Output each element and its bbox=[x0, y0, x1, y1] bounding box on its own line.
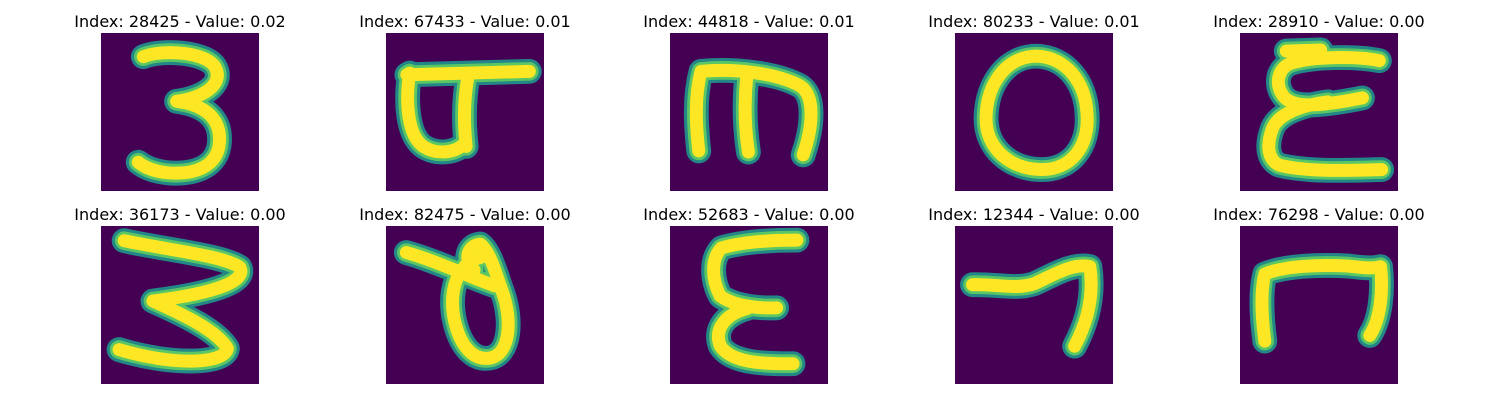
sample-panel-4: Index: 80233 - Value: 0.01 bbox=[894, 8, 1174, 198]
sample-panel-7: Index: 82475 - Value: 0.00 bbox=[325, 201, 605, 391]
digit-image-flag bbox=[386, 33, 544, 191]
panel-title: Index: 28425 - Value: 0.02 bbox=[74, 12, 286, 31]
digit-image-three bbox=[101, 33, 259, 191]
digit-image-loop bbox=[386, 226, 544, 384]
panel-title: Index: 28910 - Value: 0.00 bbox=[1213, 12, 1425, 31]
sample-panel-9: Index: 12344 - Value: 0.00 bbox=[894, 201, 1174, 391]
digit-image-three-wide bbox=[101, 226, 259, 384]
sample-panel-8: Index: 52683 - Value: 0.00 bbox=[609, 201, 889, 391]
digit-image-m-shape bbox=[670, 33, 828, 191]
panel-title: Index: 12344 - Value: 0.00 bbox=[928, 205, 1140, 224]
sample-panel-5: Index: 28910 - Value: 0.00 bbox=[1179, 8, 1459, 198]
sample-panel-2: Index: 67433 - Value: 0.01 bbox=[325, 8, 605, 198]
digit-image-epsilon bbox=[1240, 33, 1398, 191]
digit-image-seven bbox=[955, 226, 1113, 384]
panel-title: Index: 67433 - Value: 0.01 bbox=[359, 12, 571, 31]
sample-panel-1: Index: 28425 - Value: 0.02 bbox=[40, 8, 320, 198]
digit-image-n-shape bbox=[1240, 226, 1398, 384]
panel-title: Index: 76298 - Value: 0.00 bbox=[1213, 205, 1425, 224]
sample-panel-10: Index: 76298 - Value: 0.00 bbox=[1179, 201, 1459, 391]
sample-panel-6: Index: 36173 - Value: 0.00 bbox=[40, 201, 320, 391]
panel-title: Index: 82475 - Value: 0.00 bbox=[359, 205, 571, 224]
panel-title: Index: 52683 - Value: 0.00 bbox=[643, 205, 855, 224]
digit-image-zero bbox=[955, 33, 1113, 191]
digit-image-epsilon-tall bbox=[670, 226, 828, 384]
panel-title: Index: 36173 - Value: 0.00 bbox=[74, 205, 286, 224]
sample-panel-3: Index: 44818 - Value: 0.01 bbox=[609, 8, 889, 198]
panel-title: Index: 44818 - Value: 0.01 bbox=[643, 12, 855, 31]
panel-title: Index: 80233 - Value: 0.01 bbox=[928, 12, 1140, 31]
